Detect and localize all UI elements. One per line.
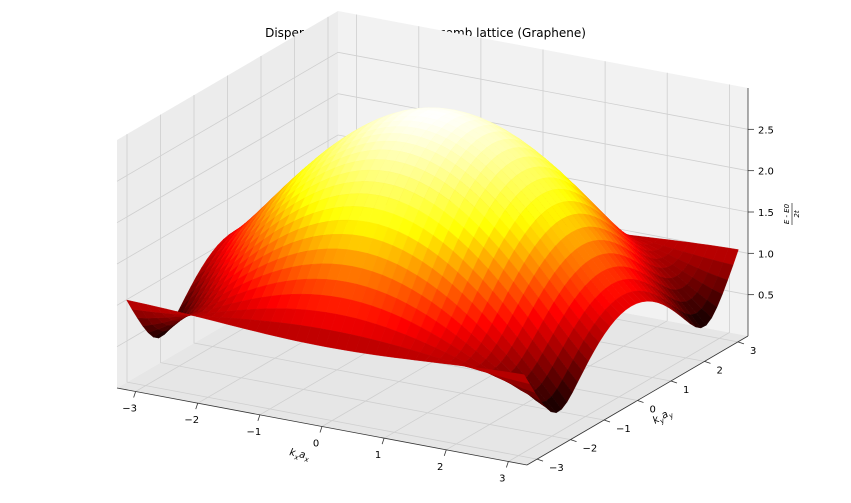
z-tick-label-0: 0.5 [758, 291, 774, 302]
y-tick-2 [603, 419, 611, 423]
y-axis-label: kyay [651, 407, 676, 429]
x-tick-0 [133, 391, 137, 398]
y-tick-label-5: 2 [716, 365, 722, 376]
z-tick-label-1: 1.0 [758, 249, 774, 260]
x-tick-label-4: 1 [375, 450, 381, 461]
z-tick-label-2: 1.5 [758, 208, 774, 219]
x-tick-label-6: 3 [499, 474, 505, 485]
x-tick-label-5: 2 [437, 462, 443, 473]
x-tick-label-3: 0 [313, 439, 319, 450]
x-axis-label: kxax [288, 447, 311, 464]
y-tick-3 [637, 400, 644, 403]
y-tick-5 [704, 361, 711, 364]
y-tick-label-3: 0 [650, 405, 656, 416]
x-tick-label-0: −3 [122, 404, 137, 415]
z-gridline-4 [116, 51, 749, 182]
z-axis-label-numerator: E - E0 [783, 203, 791, 224]
y-tick-label-0: −3 [549, 463, 564, 474]
y-tick-label-6: 3 [750, 346, 756, 357]
y-tick-4 [670, 380, 678, 384]
x-tick-label-2: −1 [247, 427, 262, 438]
y-tick-1 [570, 439, 577, 442]
z-tick-label-4: 2.5 [758, 125, 774, 136]
z-gridline-2 [116, 134, 749, 265]
y-tick-label-2: −1 [616, 424, 631, 435]
y-tick-0 [536, 458, 544, 462]
surface [126, 107, 739, 414]
z-gridline-3 [116, 93, 749, 224]
x-tick-label-1: −2 [184, 415, 199, 426]
surface-patch [513, 372, 530, 385]
x-tick-3 [319, 426, 323, 433]
y-tick-label-1: −2 [583, 444, 598, 455]
x-tick-1 [195, 403, 199, 410]
z-axis-label: E - E0 2t [783, 203, 801, 225]
y-tick-label-4: 1 [683, 385, 689, 396]
z-axis-label-denominator: 2t [793, 210, 801, 217]
x-tick-4 [381, 438, 385, 445]
y-tick-6 [737, 341, 745, 345]
x-tick-5 [443, 449, 447, 456]
x-tick-6 [505, 461, 509, 468]
z-tick-label-3: 2.0 [758, 167, 774, 178]
x-tick-2 [257, 414, 261, 421]
